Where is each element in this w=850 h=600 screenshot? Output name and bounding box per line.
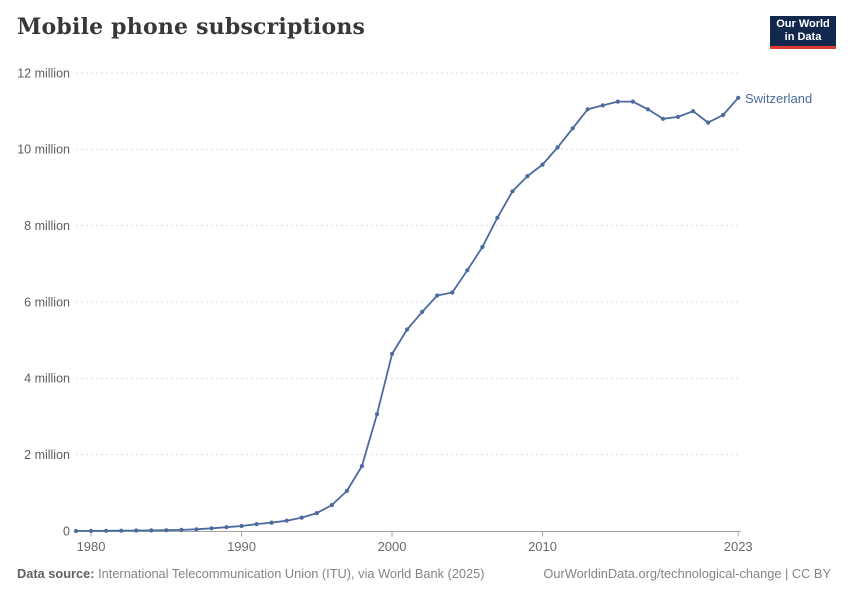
owid-logo-line1: Our World [776, 18, 830, 30]
data-point[interactable] [104, 528, 109, 533]
data-point[interactable] [149, 528, 154, 533]
data-point[interactable] [435, 293, 440, 298]
data-point[interactable] [675, 114, 681, 119]
y-axis-tick-label: 12 million [17, 66, 70, 80]
data-point[interactable] [585, 107, 590, 112]
data-point[interactable] [495, 215, 500, 220]
y-axis-tick-label: 10 million [17, 143, 70, 157]
data-point[interactable] [344, 488, 349, 493]
data-point[interactable] [119, 528, 124, 533]
data-point[interactable] [615, 99, 620, 104]
data-point[interactable] [721, 112, 726, 118]
data-point[interactable] [450, 290, 455, 295]
data-point[interactable] [329, 502, 334, 508]
data-point[interactable] [645, 107, 651, 112]
data-point[interactable] [314, 510, 319, 516]
data-point[interactable] [269, 520, 274, 525]
data-point[interactable] [405, 327, 410, 332]
data-line-switzerland[interactable] [75, 96, 740, 532]
chart-footer: Data source: International Telecommunica… [17, 566, 831, 581]
data-source-text: International Telecommunication Union (I… [94, 566, 485, 581]
data-point[interactable] [706, 120, 711, 125]
owid-url-license[interactable]: OurWorldinData.org/technological-change … [543, 566, 831, 581]
data-point[interactable] [420, 309, 425, 314]
owid-logo-line2: in Data [784, 31, 822, 43]
data-point[interactable] [224, 525, 229, 530]
data-point[interactable] [209, 526, 214, 531]
data-point[interactable] [525, 174, 530, 179]
data-point[interactable] [465, 268, 470, 273]
data-point[interactable] [164, 528, 169, 533]
data-point[interactable] [194, 527, 199, 532]
data-point[interactable] [284, 518, 289, 523]
data-point[interactable] [510, 189, 515, 194]
data-point[interactable] [374, 412, 380, 417]
series-label-switzerland: Switzerland [745, 91, 813, 106]
data-point[interactable] [555, 145, 560, 150]
y-axis-tick-label: 6 million [24, 295, 70, 309]
data-point[interactable] [480, 244, 485, 250]
data-point[interactable] [239, 523, 244, 529]
data-point[interactable] [359, 464, 364, 469]
owid-logo[interactable]: Our World in Data [770, 16, 836, 49]
data-point[interactable] [630, 99, 636, 104]
data-point[interactable] [254, 522, 259, 527]
data-source-label: Data source: [17, 566, 95, 581]
x-axis-tick-label: 2023 [724, 539, 753, 554]
y-axis-tick-label: 4 million [24, 372, 70, 386]
x-axis-tick-label: 1990 [227, 539, 256, 554]
data-point[interactable] [600, 103, 605, 108]
x-axis-tick-label: 2010 [528, 539, 557, 554]
data-point[interactable] [390, 351, 395, 356]
data-point[interactable] [88, 528, 94, 534]
data-point[interactable] [660, 116, 666, 121]
data-point[interactable] [299, 515, 304, 520]
data-point[interactable] [179, 527, 184, 533]
x-axis-tick-label: 1980 [77, 539, 106, 554]
data-point[interactable] [570, 126, 575, 131]
chart-title: Mobile phone subscriptions [17, 14, 366, 40]
data-source-note: Data source: International Telecommunica… [17, 566, 485, 581]
data-point[interactable] [73, 528, 79, 534]
y-axis-tick-label: 2 million [24, 448, 70, 462]
y-axis-tick-label: 8 million [24, 219, 70, 233]
data-point[interactable] [134, 528, 139, 533]
data-point[interactable] [736, 95, 741, 100]
data-point[interactable] [540, 162, 545, 167]
y-axis-tick-label: 0 [63, 524, 70, 538]
x-axis-tick-label: 2000 [378, 539, 407, 554]
data-point[interactable] [691, 109, 696, 114]
